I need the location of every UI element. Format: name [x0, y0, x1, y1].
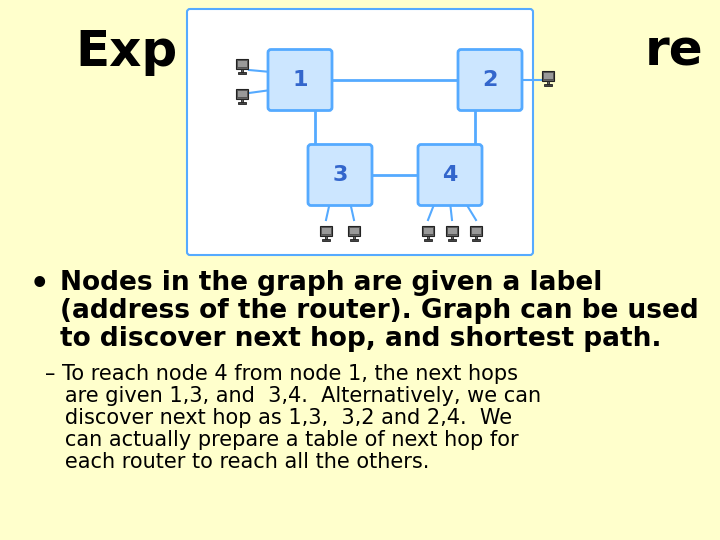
Text: (address of the router). Graph can be used: (address of the router). Graph can be us…: [60, 298, 698, 324]
Text: – To reach node 4 from node 1, the next hops: – To reach node 4 from node 1, the next …: [45, 364, 518, 384]
Text: Exp: Exp: [75, 28, 177, 76]
Text: re: re: [645, 28, 703, 76]
Bar: [472, 227, 481, 234]
Text: 3: 3: [333, 165, 348, 185]
Bar: [238, 72, 246, 73]
Bar: [547, 81, 549, 84]
Bar: [325, 236, 327, 239]
Text: 2: 2: [482, 70, 498, 90]
Bar: [544, 72, 553, 79]
Bar: [544, 84, 552, 86]
Bar: [422, 226, 434, 236]
Bar: [427, 236, 429, 239]
Text: •: •: [30, 270, 50, 299]
Text: are given 1,3, and  3,4.  Alternatively, we can: are given 1,3, and 3,4. Alternatively, w…: [45, 386, 541, 406]
Bar: [475, 236, 477, 239]
FancyBboxPatch shape: [458, 50, 522, 111]
Text: can actually prepare a table of next hop for: can actually prepare a table of next hop…: [45, 430, 518, 450]
Bar: [348, 226, 360, 236]
Bar: [238, 90, 247, 97]
Bar: [472, 239, 480, 241]
Bar: [353, 236, 355, 239]
Bar: [423, 227, 433, 234]
Bar: [446, 226, 458, 236]
Bar: [349, 227, 359, 234]
Bar: [470, 226, 482, 236]
Text: each router to reach all the others.: each router to reach all the others.: [45, 452, 429, 472]
Bar: [542, 71, 554, 81]
Bar: [321, 227, 330, 234]
Bar: [448, 239, 456, 241]
Text: Nodes in the graph are given a label: Nodes in the graph are given a label: [60, 270, 603, 296]
Bar: [322, 239, 330, 241]
FancyBboxPatch shape: [308, 145, 372, 206]
Text: to discover next hop, and shortest path.: to discover next hop, and shortest path.: [60, 326, 662, 352]
Bar: [320, 226, 332, 236]
Bar: [350, 239, 358, 241]
Bar: [241, 69, 243, 72]
Text: discover next hop as 1,3,  3,2 and 2,4.  We: discover next hop as 1,3, 3,2 and 2,4. W…: [45, 408, 512, 428]
Bar: [447, 227, 456, 234]
FancyBboxPatch shape: [268, 50, 332, 111]
FancyBboxPatch shape: [187, 9, 533, 255]
Bar: [424, 239, 432, 241]
FancyBboxPatch shape: [418, 145, 482, 206]
Bar: [241, 99, 243, 102]
Text: 1: 1: [292, 70, 307, 90]
Bar: [236, 59, 248, 69]
Bar: [451, 236, 453, 239]
Bar: [236, 89, 248, 99]
Text: 4: 4: [442, 165, 458, 185]
Bar: [238, 102, 246, 104]
Bar: [238, 60, 247, 68]
